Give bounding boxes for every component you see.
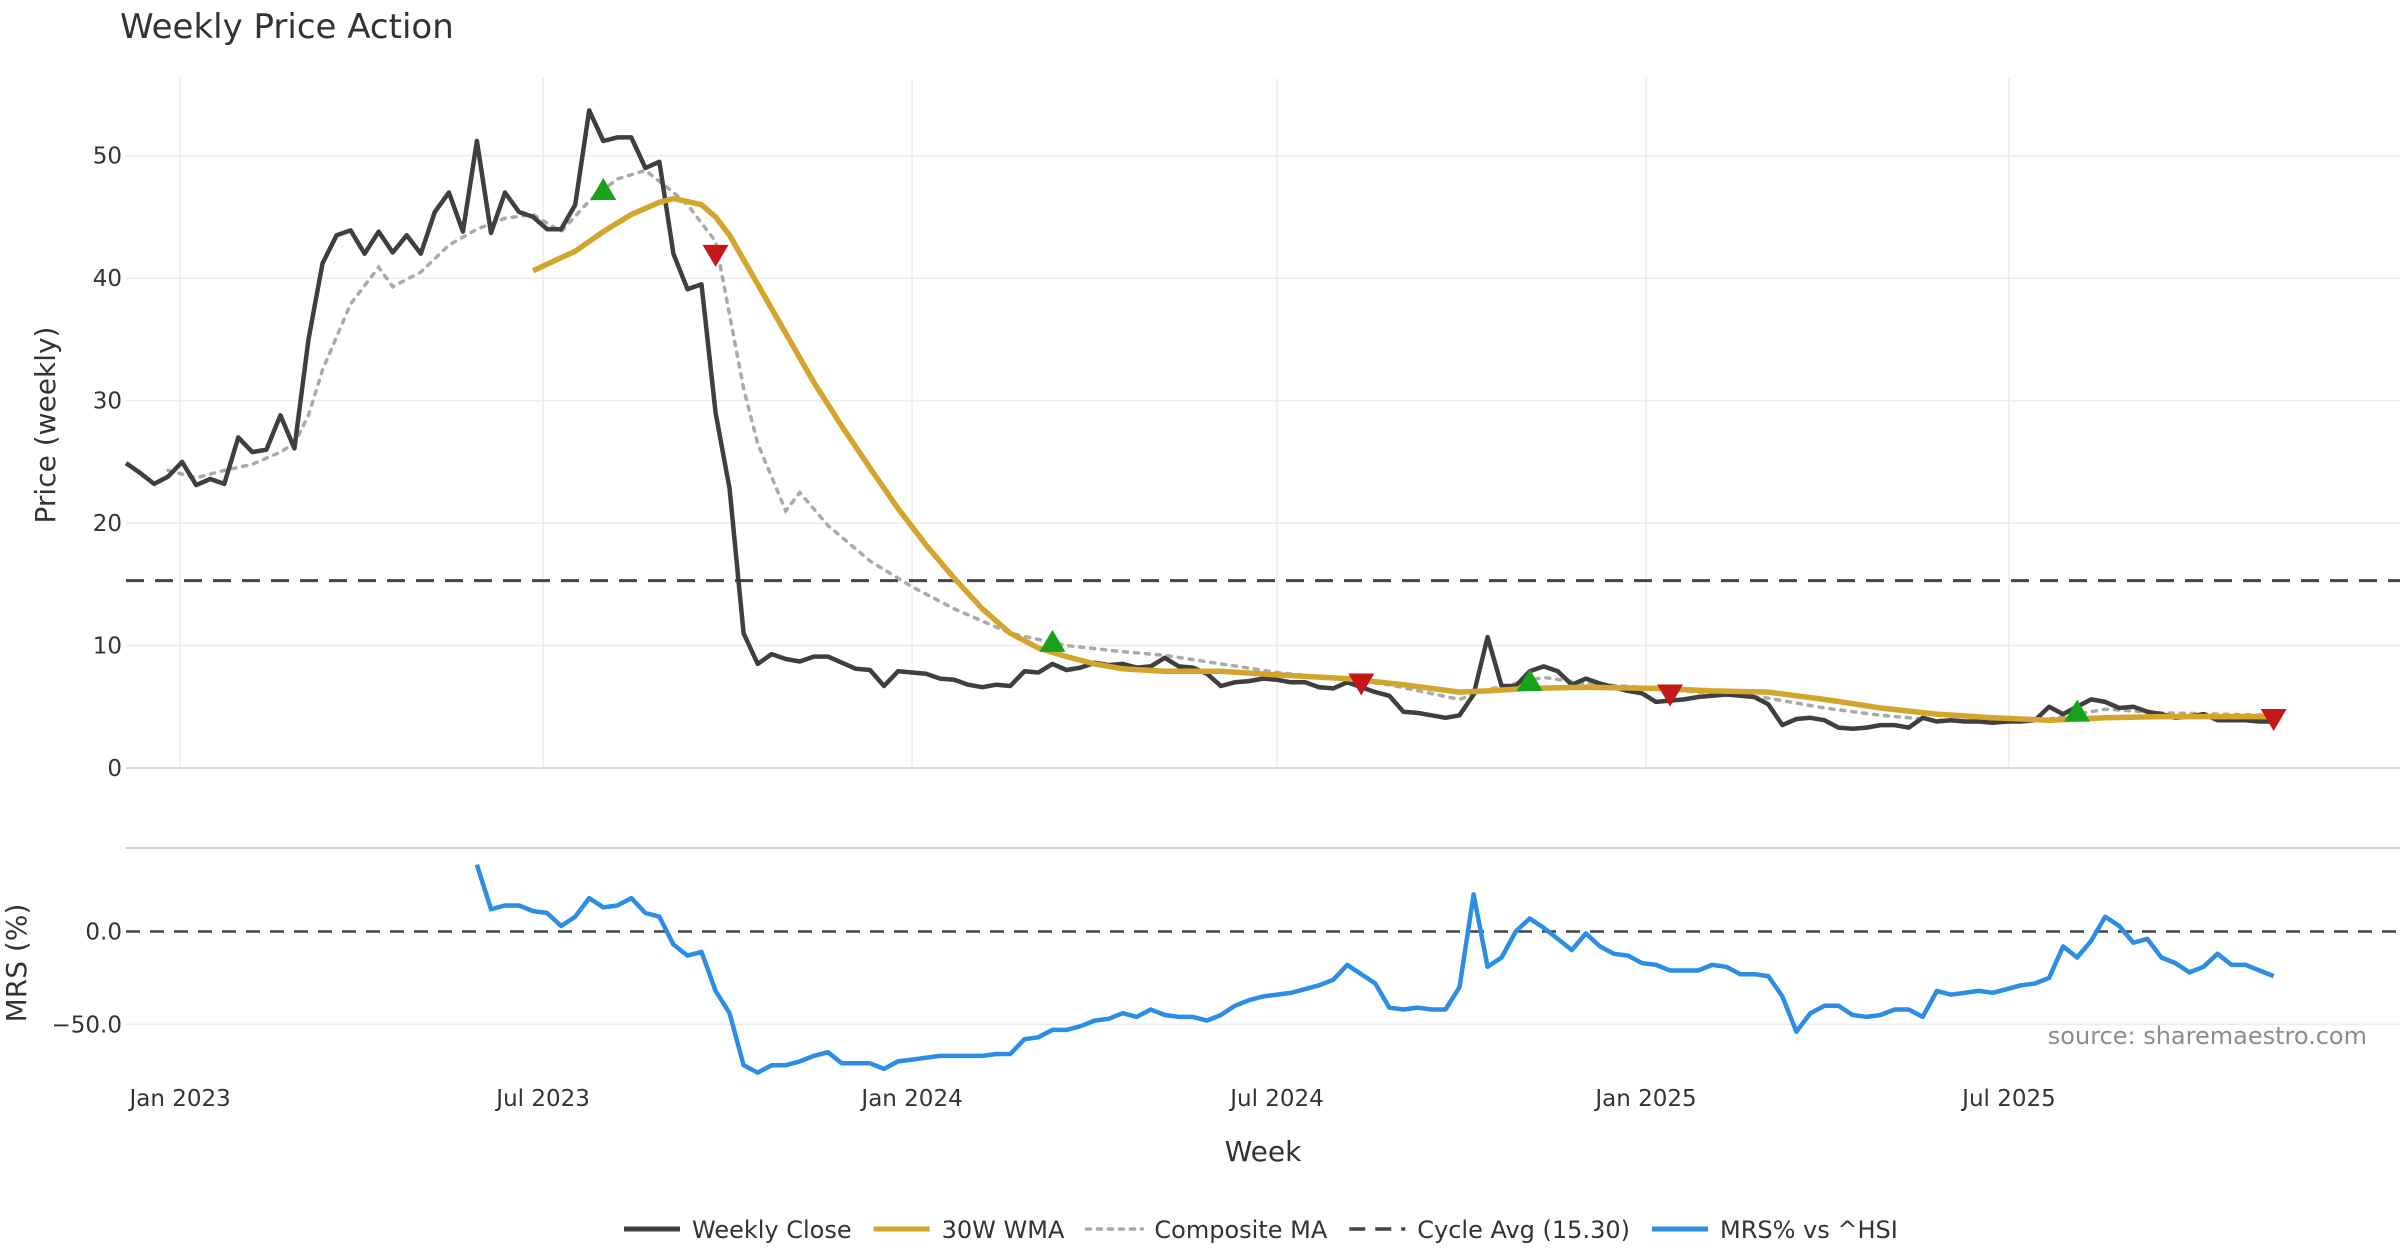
price-tick-label-50: 50 xyxy=(93,144,122,170)
legend-label-4: MRS% vs ^HSI xyxy=(1720,1216,1898,1244)
buy-signal-marker-2 xyxy=(1039,629,1066,652)
legend-label-0: Weekly Close xyxy=(692,1216,852,1244)
buy-signal-marker-0 xyxy=(590,178,617,201)
x-axis: Jan 2023 Jul 2023 Jan 2024 Jul 2024 Jan 2025… xyxy=(127,1086,2055,1112)
mrs-line xyxy=(474,864,2275,1075)
source-note: source: sharemaestro.com xyxy=(2048,1022,2367,1050)
sell-signal-marker-5 xyxy=(1657,684,1684,707)
x-axis-title: Week xyxy=(1225,1135,1302,1168)
mrs-panel: 0.0 −50.0 xyxy=(52,847,2400,1075)
x-tick-label-0: Jan 2023 xyxy=(127,1086,230,1112)
price-tick-label-40: 40 xyxy=(93,266,122,292)
wma-30w-line xyxy=(531,195,2274,723)
legend-label-3: Cycle Avg (15.30) xyxy=(1417,1216,1630,1244)
chart-legend: Weekly Close 30W WMA Composite MA Cycle Avg… xyxy=(624,1216,1898,1244)
mrs-axis-title: MRS (%) xyxy=(0,904,33,1023)
buy-signal-marker-6 xyxy=(2064,699,2091,722)
price-axis-title: Price (weekly) xyxy=(29,327,62,524)
chart-title: Weekly Price Action xyxy=(120,7,454,47)
sell-signal-marker-7 xyxy=(2260,709,2287,732)
legend-label-1: 30W WMA xyxy=(942,1216,1065,1244)
mrs-tick-label-0: 0.0 xyxy=(85,920,122,946)
price-tick-label-30: 30 xyxy=(93,389,122,415)
x-tick-label-1: Jul 2023 xyxy=(494,1086,590,1112)
x-tick-label-5: Jul 2025 xyxy=(1960,1086,2056,1112)
price-tick-label-0: 0 xyxy=(107,756,122,782)
sell-signal-marker-3 xyxy=(1348,673,1375,696)
sell-signal-marker-1 xyxy=(702,244,729,267)
x-tick-label-4: Jan 2025 xyxy=(1593,1086,1696,1112)
price-tick-label-20: 20 xyxy=(93,511,122,537)
mrs-tick-label--50: −50.0 xyxy=(52,1012,122,1038)
buy-signal-marker-4 xyxy=(1516,669,1543,692)
price-panel: 0 10 20 30 40 50 xyxy=(93,78,2400,782)
x-tick-label-2: Jan 2024 xyxy=(859,1086,962,1112)
weekly-close-line xyxy=(124,108,2274,732)
price-tick-label-10: 10 xyxy=(93,634,122,660)
x-tick-label-3: Jul 2024 xyxy=(1228,1086,1324,1112)
legend-label-2: Composite MA xyxy=(1154,1216,1327,1244)
composite-ma-line xyxy=(166,168,2276,724)
